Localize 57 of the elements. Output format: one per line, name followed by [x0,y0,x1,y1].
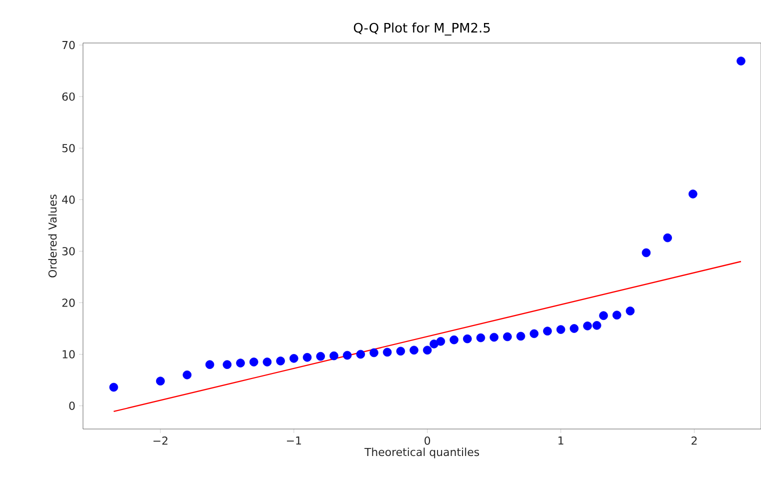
y-axis-title: Ordered Values [48,194,57,278]
y-tick-label: 10 [62,350,75,358]
point [599,311,608,320]
point [490,332,498,342]
x-axis-title: Theoretical quantiles [364,448,480,458]
point [462,334,472,344]
y-tick-label: 40 [62,196,75,204]
x-tick-label: 1 [558,436,564,445]
point [503,332,512,342]
point [663,233,672,242]
point [583,322,592,330]
point [316,352,325,361]
point [688,190,698,198]
point [236,358,245,368]
point [516,332,526,341]
point [570,324,579,333]
point [430,340,438,348]
point [396,346,406,356]
y-tick-label: 60 [62,92,75,101]
point [556,325,566,334]
y-tick-label: 50 [62,144,75,152]
point [422,346,432,355]
point [342,350,352,360]
point [530,329,539,338]
point [289,354,298,363]
point [612,310,622,320]
point [222,360,232,369]
chart-title: Q-Q Plot for M_PM2.5 [354,22,490,36]
point [450,335,458,344]
point [356,350,366,359]
y-tick-label: 20 [62,298,75,307]
point [382,348,392,357]
point [330,351,338,360]
point [476,333,486,342]
point [410,346,418,355]
x-tick-label: −2 [153,436,168,445]
y-tick-label: 30 [62,247,75,256]
point [156,376,165,386]
point [249,358,258,366]
point [436,336,446,346]
point [262,358,272,366]
x-tick-label: −1 [286,436,301,445]
point [205,360,214,369]
x-tick-label: 2 [692,436,697,445]
y-tick-label: 70 [62,40,75,50]
point [592,321,602,330]
point [370,348,378,358]
point [642,248,651,258]
point [736,56,746,66]
point [302,352,312,362]
point [182,370,192,380]
point [109,382,118,392]
point [543,326,552,336]
x-tick-label: 0 [424,436,430,445]
point [626,306,635,316]
y-tick-label: 0 [69,402,75,410]
point [276,356,285,366]
